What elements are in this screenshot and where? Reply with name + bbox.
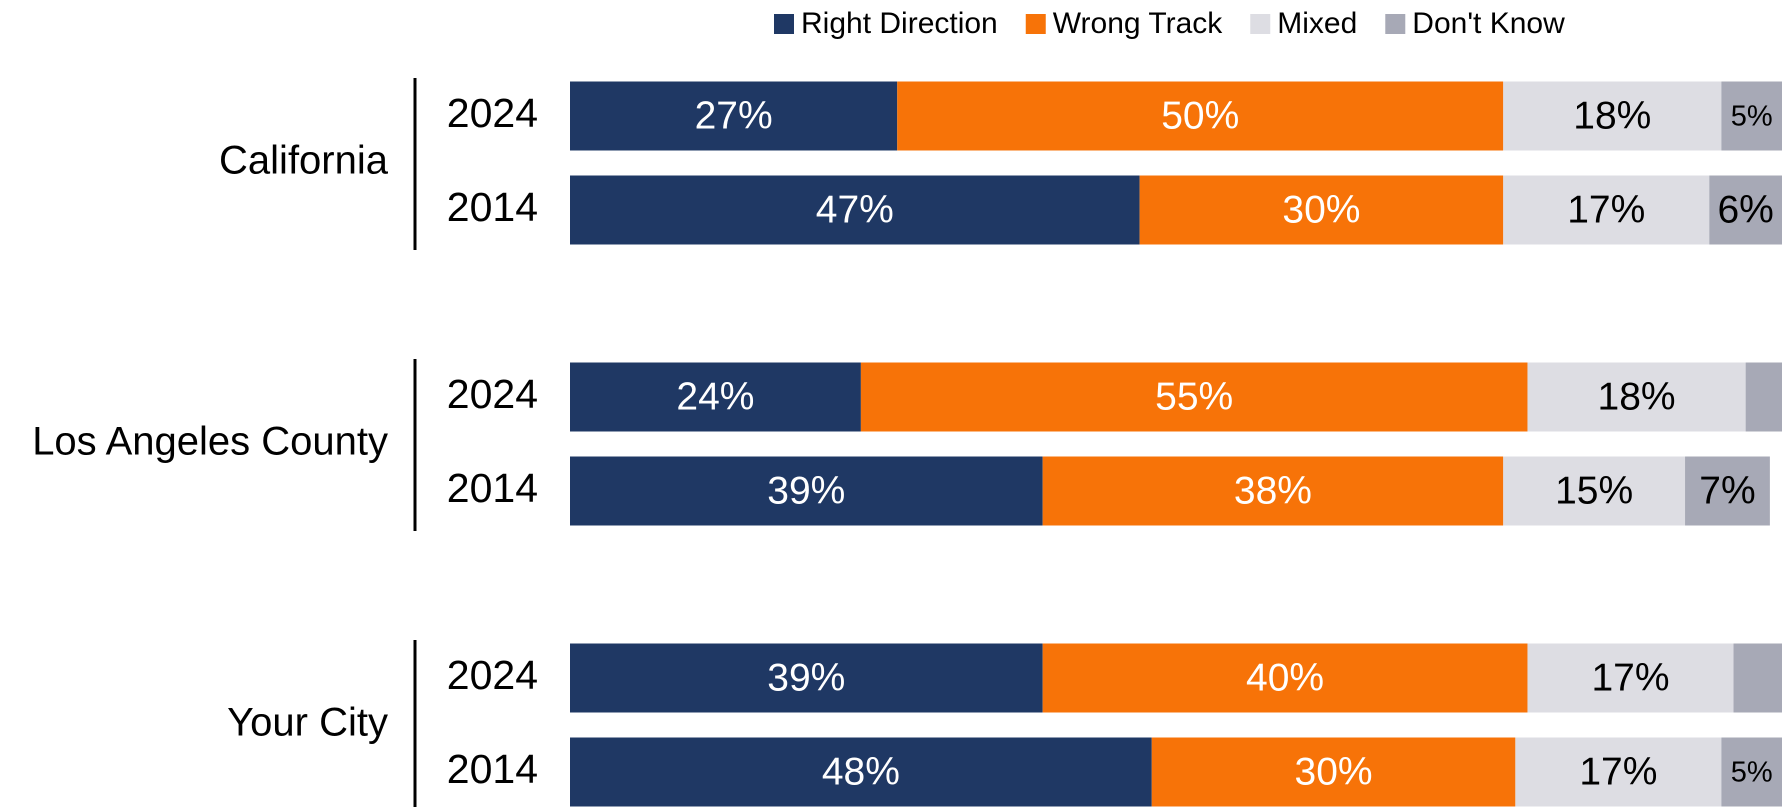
legend-label: Don't Know [1412, 7, 1565, 40]
value-label: 27% [695, 94, 773, 137]
bar-segment [1503, 175, 1710, 245]
value-label: 17% [1579, 750, 1657, 793]
bar-segment [1515, 737, 1722, 807]
value-label: 7% [1699, 469, 1755, 512]
legend-swatch [1250, 14, 1271, 34]
value-label: 15% [1555, 469, 1633, 512]
value-label: 30% [1295, 750, 1373, 793]
bar-segment [1721, 81, 1782, 151]
bar-segment [897, 81, 1504, 151]
bar-segment [570, 456, 1043, 526]
value-label: 39% [767, 656, 845, 699]
group-label: California [219, 139, 389, 183]
value-label: 18% [1598, 375, 1676, 418]
value-label: 5% [1731, 757, 1773, 789]
value-label: 17% [1591, 656, 1669, 699]
value-label: 40% [1246, 656, 1324, 699]
value-label: 48% [822, 750, 900, 793]
bar-segment [1685, 456, 1770, 526]
category-label: 2024 [447, 371, 538, 417]
category-label: 2014 [447, 465, 538, 511]
category-label: 2024 [447, 652, 538, 698]
value-label: 6% [1717, 188, 1773, 231]
value-label: 17% [1567, 188, 1645, 231]
category-label: 2014 [447, 184, 538, 230]
legend-swatch [1025, 14, 1046, 34]
bar-segment [1745, 362, 1782, 432]
value-label: 47% [816, 188, 894, 231]
bar-segment [860, 362, 1528, 432]
legend-swatch [774, 14, 794, 34]
legend-label: Wrong Track [1053, 7, 1223, 40]
legend-swatch [1385, 14, 1406, 34]
bar-segment [570, 175, 1140, 245]
bar-segment [1503, 456, 1686, 526]
bar-segment [1527, 643, 1734, 713]
value-label: 5% [1731, 101, 1773, 133]
bar-segment [1733, 643, 1782, 713]
legend-label: Right Direction [801, 7, 998, 40]
bar-segment [1151, 737, 1516, 807]
category-label: 2024 [447, 90, 538, 136]
bar-segment [1042, 643, 1528, 713]
value-label: 39% [767, 469, 845, 512]
bar-segment [1139, 175, 1504, 245]
group-label: Los Angeles County [32, 420, 388, 464]
bar-segment [1709, 175, 1782, 245]
bar-segment [570, 362, 861, 432]
bar-segment [570, 737, 1152, 807]
value-label: 38% [1234, 469, 1312, 512]
bar-segment [1527, 362, 1746, 432]
value-label: 50% [1161, 94, 1239, 137]
legend-label: Mixed [1277, 7, 1357, 40]
bar-segment [570, 643, 1043, 713]
value-label: 55% [1155, 375, 1233, 418]
value-label: 18% [1573, 94, 1651, 137]
bar-segment [1042, 456, 1504, 526]
bar-segment [1721, 737, 1782, 807]
bar-segment [570, 81, 898, 151]
category-label: 2014 [447, 746, 538, 792]
bar-segment [1503, 81, 1722, 151]
value-label: 24% [676, 375, 754, 418]
group-label: Your City [227, 701, 388, 745]
value-label: 30% [1282, 188, 1360, 231]
